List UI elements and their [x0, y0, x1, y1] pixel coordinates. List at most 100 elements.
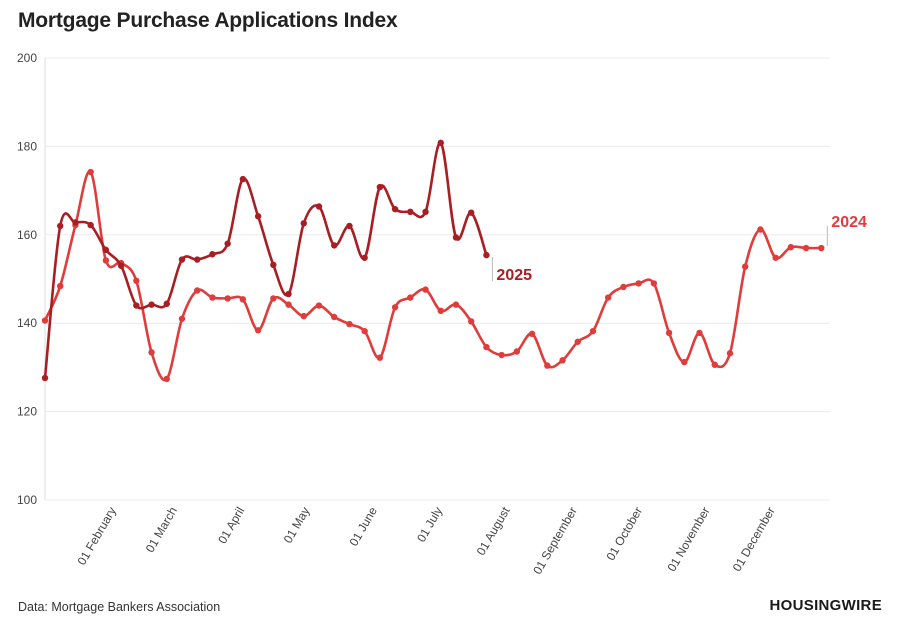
data-point-2024 — [376, 354, 384, 361]
series-label-2024: 2024 — [831, 214, 867, 231]
data-point-2024 — [300, 312, 307, 320]
data-point-2024 — [254, 327, 262, 334]
data-point-2024 — [559, 357, 566, 364]
data-point-2024 — [818, 244, 825, 252]
data-point-2024 — [498, 351, 505, 359]
data-point-2025 — [437, 139, 444, 147]
data-point-2024 — [194, 287, 201, 294]
data-point-2025 — [41, 374, 49, 382]
data-point-2024 — [163, 375, 170, 383]
data-point-2024 — [87, 168, 94, 176]
data-point-2024 — [544, 362, 551, 369]
data-point-2025 — [72, 219, 79, 226]
x-tick-label: 01 December — [730, 505, 778, 574]
data-point-2025 — [178, 256, 186, 263]
x-tick-label: 01 February — [75, 505, 119, 568]
data-point-2025 — [209, 251, 216, 258]
data-point-2024 — [483, 343, 490, 351]
data-point-2025 — [300, 220, 307, 227]
data-point-2024 — [741, 263, 749, 270]
data-point-2024 — [57, 282, 64, 290]
data-point-2024 — [315, 302, 323, 309]
source-note: Data: Mortgage Bankers Association — [18, 600, 221, 614]
brand-logo: HOUSINGWIRE — [769, 597, 882, 614]
x-tick-label: 01 October — [603, 505, 645, 563]
data-point-2025 — [224, 240, 231, 247]
data-point-2025 — [346, 222, 353, 230]
series-line-2024 — [43, 170, 823, 382]
data-point-2024 — [239, 296, 247, 303]
data-point-2025 — [133, 302, 140, 309]
data-point-2025 — [483, 251, 490, 259]
data-point-2025 — [285, 290, 292, 298]
series-layer — [41, 139, 825, 383]
data-point-2024 — [696, 329, 703, 337]
data-point-2024 — [452, 301, 460, 308]
y-tick-label: 160 — [17, 228, 37, 242]
y-tick-label: 140 — [17, 316, 37, 330]
y-axis-ticks: 100 120 140 160 180 200 — [17, 51, 37, 507]
data-point-2024 — [620, 283, 627, 291]
data-point-2025 — [331, 242, 338, 249]
data-point-2024 — [407, 294, 414, 301]
data-point-2024 — [361, 327, 368, 335]
data-point-2024 — [757, 226, 764, 233]
data-point-2024 — [391, 304, 399, 311]
x-tick-label: 01 November — [665, 505, 713, 574]
data-point-2024 — [787, 243, 795, 251]
x-axis-ticks: 01 February 01 March 01 April 01 May 01 June… — [75, 504, 778, 577]
data-point-2025 — [468, 209, 475, 216]
data-point-2024 — [802, 244, 810, 252]
data-point-2024 — [285, 301, 292, 308]
y-tick-label: 120 — [17, 405, 37, 419]
data-point-2025 — [422, 208, 429, 216]
chart-title: Mortgage Purchase Applications Index — [18, 9, 398, 32]
data-point-2024 — [102, 257, 110, 264]
data-point-2024 — [331, 313, 338, 321]
data-point-2024 — [346, 320, 353, 328]
data-point-2025 — [315, 203, 323, 210]
data-point-2024 — [437, 307, 444, 315]
y-tick-label: 100 — [17, 493, 37, 507]
data-point-2024 — [650, 280, 658, 287]
data-point-2025 — [376, 183, 384, 191]
data-point-2025 — [270, 261, 277, 269]
data-point-2025 — [117, 262, 125, 269]
data-point-2025 — [87, 221, 94, 229]
grid-layer — [44, 57, 830, 501]
data-point-2024 — [681, 358, 688, 366]
data-point-2024 — [665, 329, 673, 337]
data-point-2025 — [361, 254, 368, 261]
data-point-2025 — [57, 222, 64, 230]
data-point-2024 — [635, 280, 642, 287]
data-point-2025 — [452, 234, 460, 241]
y-tick-label: 180 — [17, 139, 37, 153]
data-point-2024 — [270, 295, 277, 302]
data-point-2025 — [254, 213, 262, 220]
data-point-2024 — [178, 315, 186, 322]
data-point-2024 — [772, 254, 779, 261]
data-point-2024 — [589, 327, 597, 335]
series-line-2025 — [43, 141, 488, 380]
data-point-2025 — [407, 208, 414, 216]
data-point-2024 — [528, 330, 536, 338]
x-tick-label: 01 April — [215, 505, 247, 547]
data-point-2024 — [711, 361, 718, 368]
data-point-2025 — [148, 301, 155, 308]
data-point-2024 — [574, 338, 581, 345]
data-point-2025 — [194, 256, 201, 263]
series-label-2025: 2025 — [496, 267, 532, 284]
data-point-2024 — [513, 348, 521, 355]
data-point-2025 — [391, 205, 399, 213]
series-labels: 2024 2025 — [491, 214, 867, 284]
data-point-2024 — [224, 295, 231, 302]
x-tick-label: 01 September — [530, 505, 580, 577]
x-tick-label: 01 June — [346, 504, 380, 548]
data-point-2024 — [604, 294, 612, 301]
data-point-2025 — [163, 300, 170, 307]
data-point-2024 — [726, 350, 734, 357]
data-point-2024 — [133, 277, 140, 284]
data-point-2024 — [209, 294, 216, 301]
x-tick-label: 01 March — [143, 505, 180, 555]
data-point-2024 — [468, 318, 475, 325]
